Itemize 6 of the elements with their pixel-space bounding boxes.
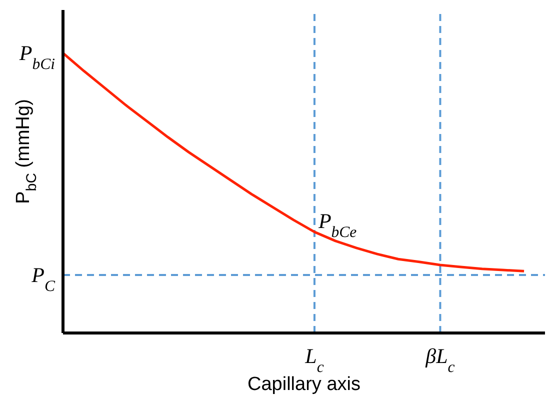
annotation: P$_{bCe}$ [317, 208, 357, 240]
x-tick-label: L$_{c}$ [304, 344, 324, 376]
ref-line-label: P$_{C}$ [30, 263, 56, 295]
text: P$_{bCi}$ [18, 41, 55, 73]
x-tick-label: βL$_{c}$ [424, 344, 455, 376]
x-axis-title: Capillary axis [248, 374, 360, 395]
